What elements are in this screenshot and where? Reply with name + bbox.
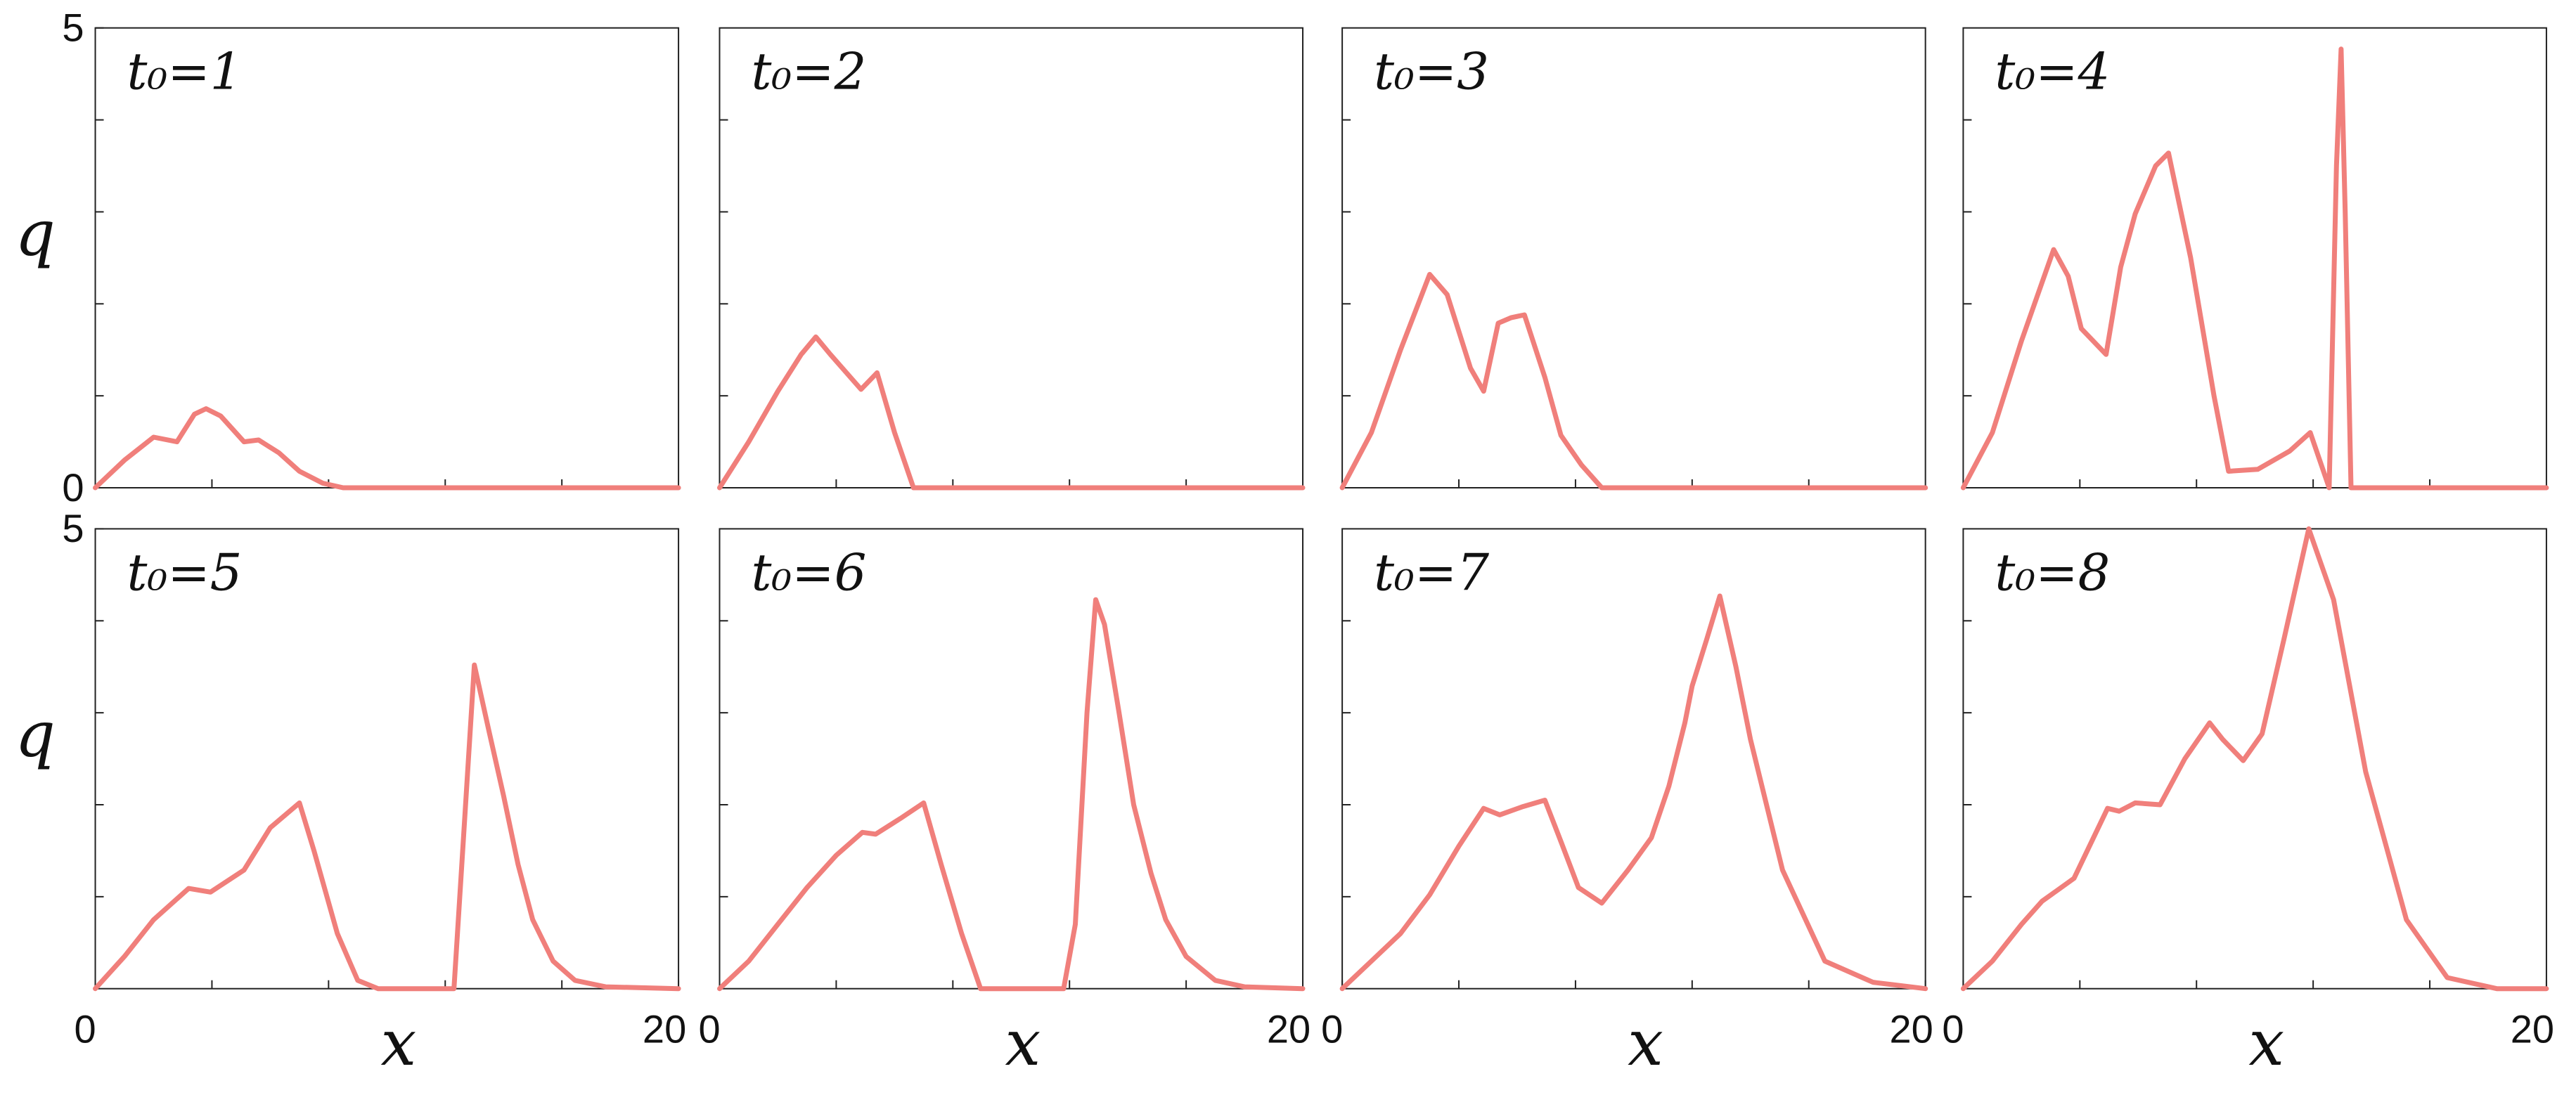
x-tick-label: 20: [1890, 1007, 1933, 1051]
y-axis-label: q: [15, 197, 56, 271]
data-line: [717, 597, 1306, 992]
panel-title: t₀=6: [751, 543, 866, 602]
panel-title: t₀=4: [1995, 42, 2110, 101]
x-axis-label: x: [1628, 1006, 1663, 1080]
x-tick-label: 0: [698, 1007, 720, 1051]
panel-frame: [1962, 27, 2547, 489]
panel-title: t₀=5: [127, 543, 243, 602]
panel-title: t₀=1: [127, 42, 243, 101]
x-axis-label: x: [1005, 1006, 1041, 1080]
panel-frame: [1341, 528, 1926, 990]
x-tick-label: 0: [1942, 1007, 1964, 1051]
panel-title: t₀=2: [751, 42, 866, 101]
data-line: [1339, 271, 1928, 491]
y-tick-label: 5: [62, 6, 84, 50]
x-tick-label: 20: [1267, 1007, 1310, 1051]
panel-frame: [1962, 528, 2547, 990]
x-axis-label: x: [381, 1006, 417, 1080]
data-line: [1960, 526, 2549, 992]
x-tick-label: 0: [1321, 1007, 1343, 1051]
data-line: [93, 406, 681, 491]
data-line: [717, 334, 1306, 491]
x-tick-label: 20: [2511, 1007, 2554, 1051]
data-line: [1960, 46, 2549, 491]
x-tick-label: 20: [643, 1007, 686, 1051]
data-line: [93, 662, 681, 992]
x-tick-label: 0: [75, 1007, 96, 1051]
y-tick-label: 0: [62, 465, 84, 510]
panel-title: t₀=3: [1374, 42, 1489, 101]
panel-title: t₀=8: [1995, 543, 2110, 602]
x-axis-label: x: [2248, 1006, 2284, 1080]
data-line: [1339, 593, 1928, 992]
y-tick-label: 5: [62, 506, 84, 550]
panel-title: t₀=7: [1374, 543, 1489, 602]
y-axis-label: q: [15, 698, 56, 772]
